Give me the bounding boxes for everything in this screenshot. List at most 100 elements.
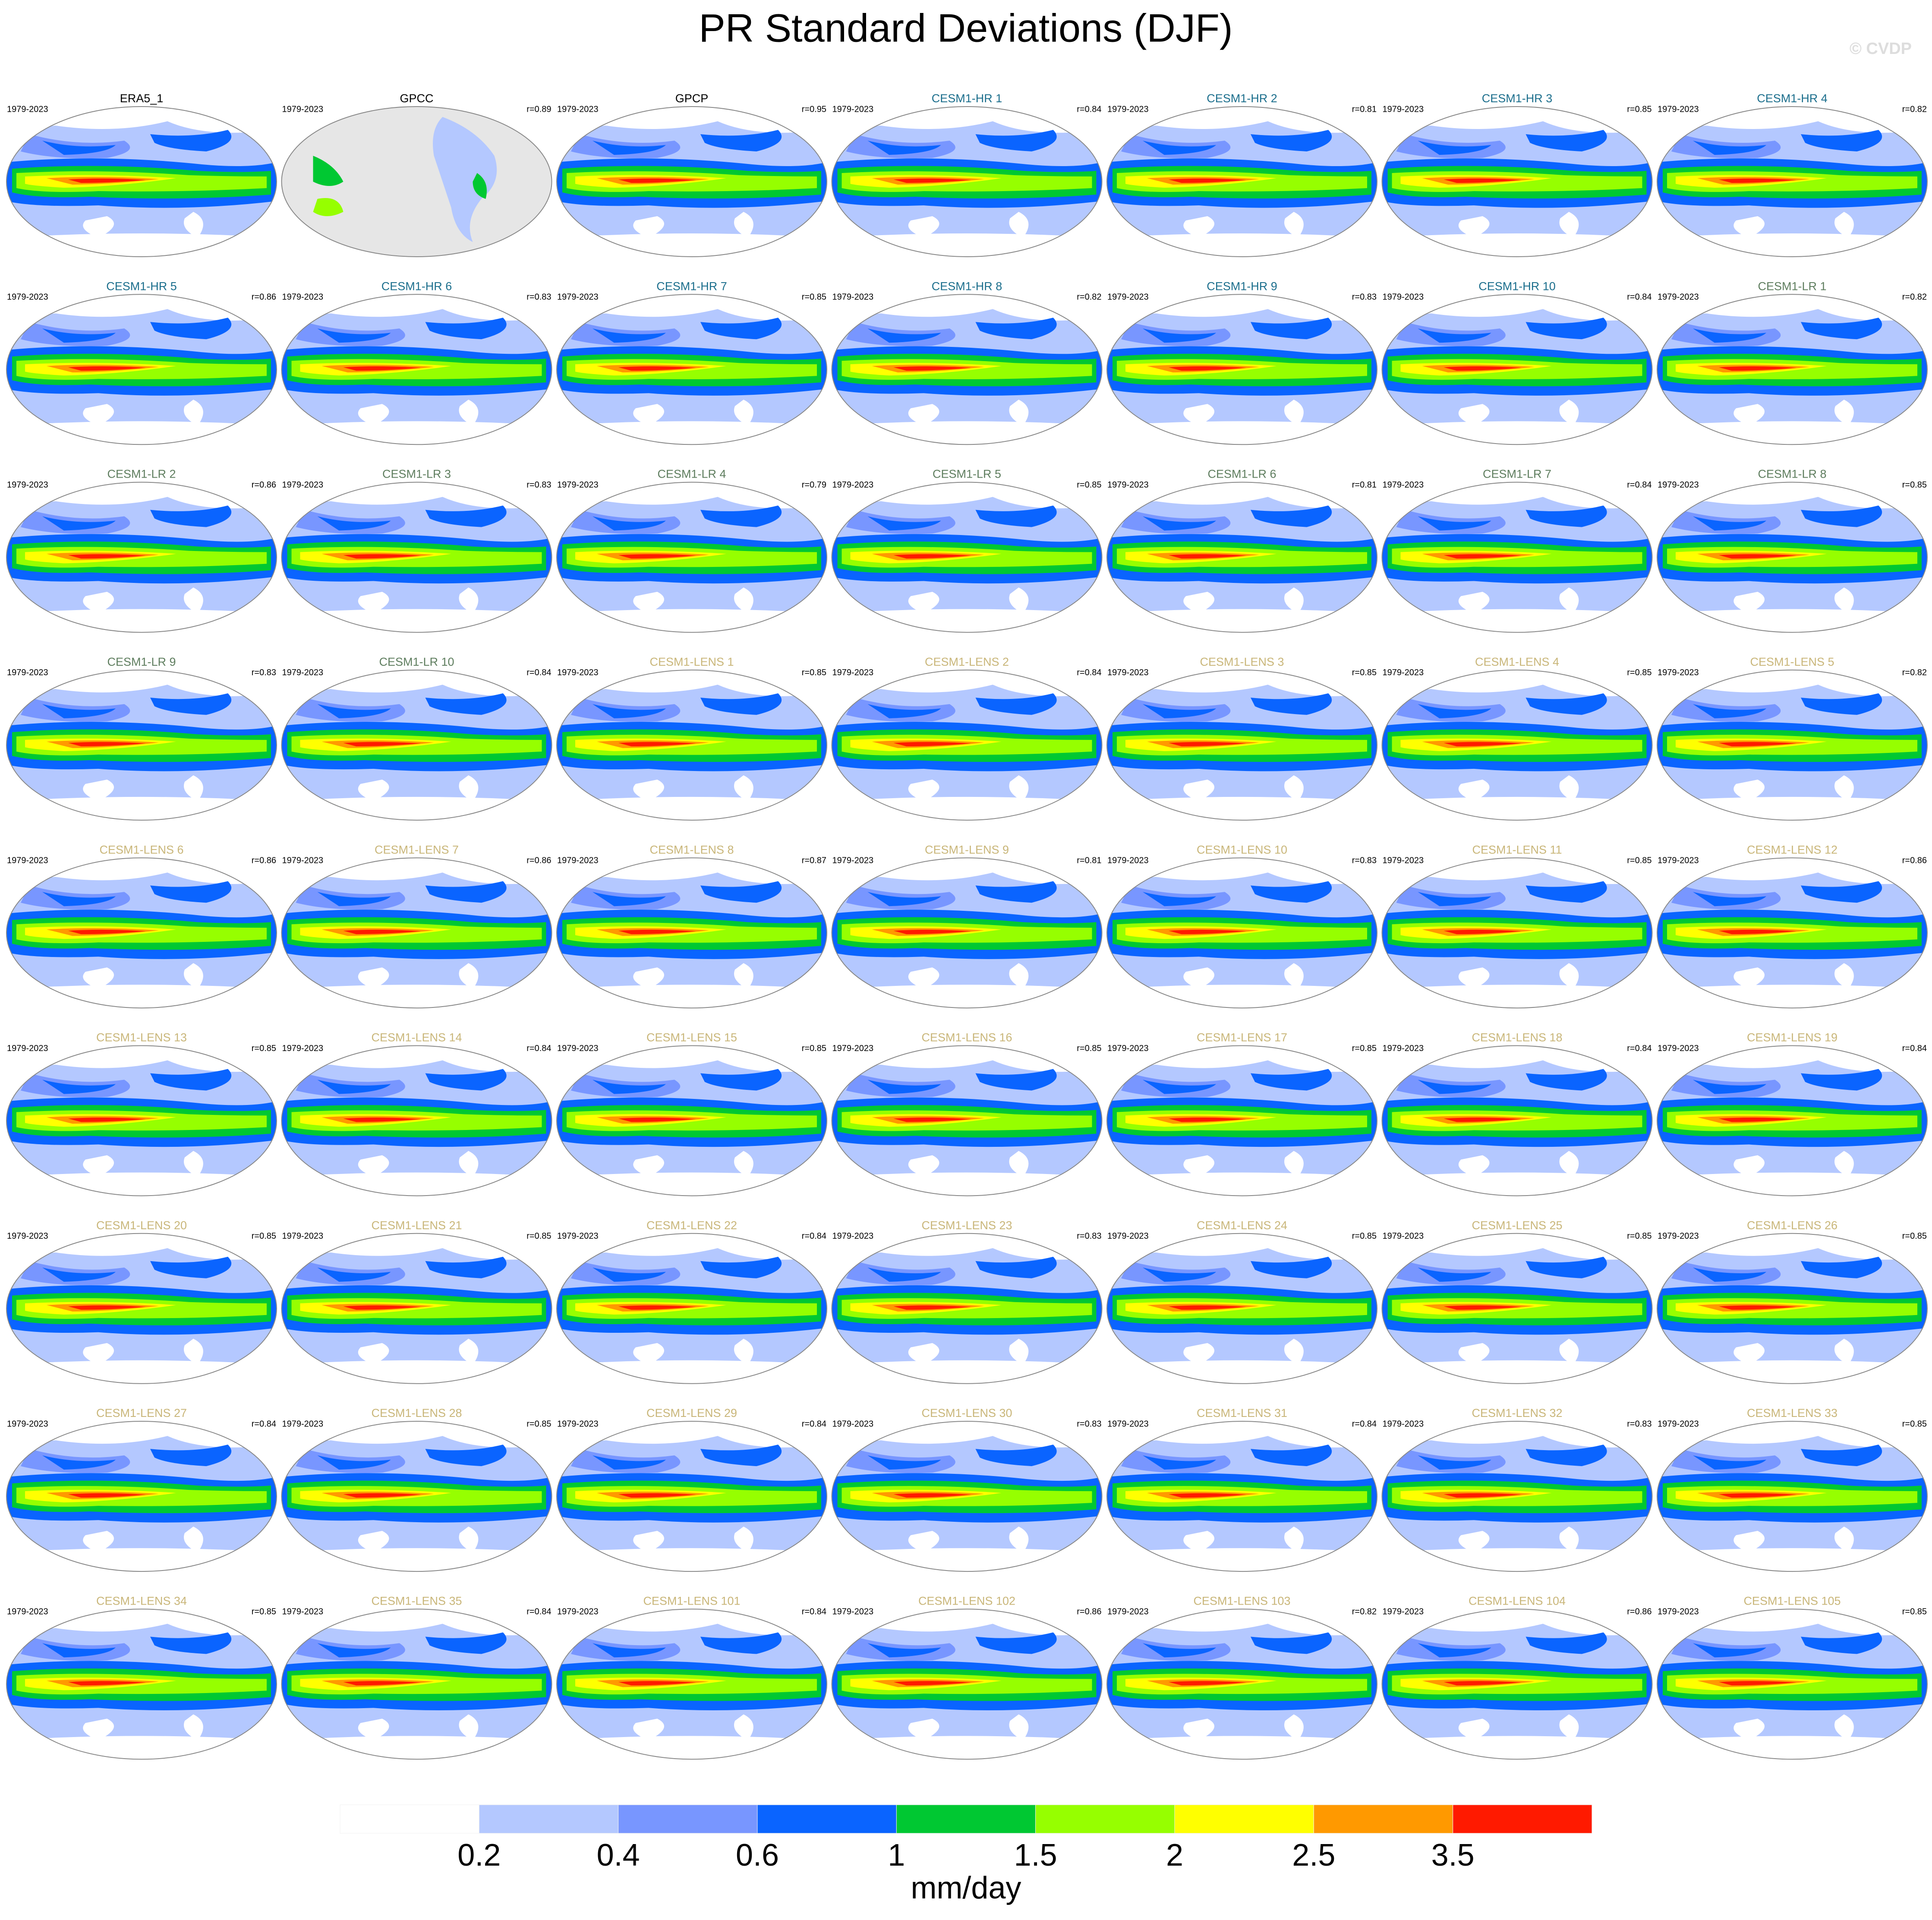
panel-title: CESM1-LENS 1 bbox=[649, 655, 734, 668]
panel-title: CESM1-LENS 2 bbox=[925, 655, 1009, 668]
panel-correlation: r=0.83 bbox=[1352, 856, 1377, 865]
map-panel: 1979-2023 CESM1-HR 5 r=0.86 bbox=[6, 280, 277, 444]
map-field bbox=[1382, 1421, 1652, 1571]
panel-correlation: r=0.85 bbox=[252, 1607, 276, 1617]
map-field bbox=[1382, 670, 1652, 820]
map-panel: 1979-2023 CESM1-LENS 30 r=0.83 bbox=[832, 1407, 1102, 1571]
map-panel: 1979-2023 CESM1-HR 10 r=0.84 bbox=[1382, 280, 1652, 444]
panel-title: CESM1-LENS 10 bbox=[1197, 843, 1287, 856]
panel-title: CESM1-LENS 3 bbox=[1200, 655, 1284, 668]
panel-correlation: r=0.87 bbox=[802, 856, 826, 865]
panel-period: 1979-2023 bbox=[832, 856, 874, 865]
map-panel: 1979-2023 CESM1-LENS 9 r=0.81 bbox=[832, 843, 1102, 1008]
panel-correlation: r=0.83 bbox=[1627, 1419, 1651, 1429]
panel-correlation: r=0.85 bbox=[802, 668, 826, 677]
panel-title: CESM1-HR 10 bbox=[1478, 280, 1556, 293]
panel-title: CESM1-LENS 30 bbox=[921, 1407, 1012, 1420]
panel-title: CESM1-LENS 29 bbox=[646, 1407, 737, 1420]
panel-correlation: r=0.84 bbox=[526, 1607, 551, 1617]
map-panel: 1979-2023 CESM1-LENS 15 r=0.85 bbox=[557, 1031, 827, 1196]
map-field bbox=[6, 1421, 277, 1571]
panel-correlation: r=0.84 bbox=[1627, 480, 1651, 490]
panel-title: CESM1-LENS 24 bbox=[1197, 1219, 1287, 1232]
map-field bbox=[557, 1609, 827, 1759]
colorbar-unit: mm/day bbox=[911, 1871, 1021, 1905]
map-panel: 1979-2023 CESM1-LR 3 r=0.83 bbox=[282, 468, 552, 633]
map-panel: 1979-2023 CESM1-LENS 23 r=0.83 bbox=[832, 1219, 1102, 1384]
panel-title: CESM1-LR 7 bbox=[1483, 468, 1551, 481]
panel-correlation: r=0.89 bbox=[526, 104, 551, 114]
panel-title: CESM1-LENS 26 bbox=[1747, 1219, 1837, 1232]
panel-period: 1979-2023 bbox=[1658, 480, 1699, 490]
panel-title: CESM1-LENS 104 bbox=[1469, 1595, 1566, 1608]
map-panel: 1979-2023 CESM1-LENS 28 r=0.85 bbox=[282, 1407, 552, 1571]
colorbar-box bbox=[340, 1804, 479, 1834]
panel-title: CESM1-HR 9 bbox=[1207, 280, 1277, 293]
panel-title: CESM1-LENS 103 bbox=[1193, 1595, 1290, 1608]
map-panel: 1979-2023 CESM1-LENS 20 r=0.85 bbox=[6, 1219, 277, 1384]
map-field bbox=[557, 107, 827, 257]
colorbar-box bbox=[896, 1804, 1036, 1834]
panel-period: 1979-2023 bbox=[7, 293, 48, 302]
panel-title: CESM1-LENS 23 bbox=[921, 1219, 1012, 1232]
colorbar: 0.2 0.4 0.6 1 1.5 2 2.5 3.5 mm/day bbox=[340, 1804, 1592, 1905]
panel-correlation: r=0.81 bbox=[1352, 480, 1377, 490]
map-field bbox=[1382, 1609, 1652, 1759]
panel-period: 1979-2023 bbox=[7, 1607, 48, 1617]
panel-period: 1979-2023 bbox=[557, 1044, 599, 1053]
colorbar-label: 1 bbox=[888, 1838, 905, 1873]
panel-correlation: r=0.84 bbox=[1627, 1044, 1651, 1053]
map-field bbox=[1382, 1234, 1652, 1384]
map-panel: 1979-2023 CESM1-LENS 34 r=0.85 bbox=[6, 1595, 277, 1759]
panel-correlation: r=0.85 bbox=[802, 1044, 826, 1053]
map-panel: 1979-2023 CESM1-HR 6 r=0.83 bbox=[282, 280, 552, 444]
panel-correlation: r=0.81 bbox=[1077, 856, 1101, 865]
map-panel: 1979-2023 CESM1-LENS 1 r=0.85 bbox=[557, 655, 827, 820]
panel-period: 1979-2023 bbox=[282, 1607, 324, 1617]
panel-title: CESM1-LR 1 bbox=[1758, 280, 1826, 293]
colorbar-label: 1.5 bbox=[1014, 1838, 1057, 1873]
panel-period: 1979-2023 bbox=[1383, 1607, 1424, 1617]
panel-title: CESM1-HR 1 bbox=[932, 92, 1002, 105]
panel-title: CESM1-HR 7 bbox=[656, 280, 727, 293]
map-field bbox=[282, 1609, 552, 1759]
map-field bbox=[832, 670, 1102, 820]
map-field bbox=[1657, 670, 1927, 820]
map-panel: 1979-2023 CESM1-LENS 2 r=0.84 bbox=[832, 655, 1102, 820]
panel-period: 1979-2023 bbox=[557, 293, 599, 302]
map-panel: 1979-2023 CESM1-LR 8 r=0.85 bbox=[1657, 468, 1927, 633]
map-field bbox=[1107, 670, 1377, 820]
map-panel: 1979-2023 CESM1-LENS 5 r=0.82 bbox=[1657, 655, 1927, 820]
map-field bbox=[282, 670, 552, 820]
map-field bbox=[1657, 482, 1927, 633]
panel-title: CESM1-LENS 18 bbox=[1472, 1031, 1562, 1044]
panel-title: CESM1-LENS 13 bbox=[96, 1031, 187, 1044]
map-panel: 1979-2023 GPCC r=0.89 bbox=[282, 92, 552, 257]
panel-correlation: r=0.85 bbox=[252, 1231, 276, 1241]
map-panel: 1979-2023 CESM1-LENS 14 r=0.84 bbox=[282, 1031, 552, 1196]
panel-correlation: r=0.85 bbox=[1352, 1231, 1377, 1241]
panel-correlation: r=0.84 bbox=[1627, 293, 1651, 302]
panel-title: CESM1-LR 2 bbox=[107, 468, 176, 481]
map-field bbox=[557, 482, 827, 633]
panel-title: CESM1-LENS 9 bbox=[925, 843, 1009, 856]
map-panel: 1979-2023 CESM1-LENS 27 r=0.84 bbox=[6, 1407, 277, 1571]
panel-period: 1979-2023 bbox=[282, 668, 324, 677]
panel-correlation: r=0.86 bbox=[252, 856, 276, 865]
map-field bbox=[832, 107, 1102, 257]
panel-correlation: r=0.85 bbox=[1902, 480, 1927, 490]
panel-correlation: r=0.79 bbox=[802, 480, 826, 490]
panel-title: CESM1-LENS 16 bbox=[921, 1031, 1012, 1044]
panel-correlation: r=0.84 bbox=[802, 1231, 826, 1241]
map-field bbox=[1382, 1046, 1652, 1196]
panel-correlation: r=0.83 bbox=[526, 293, 551, 302]
map-panel: 1979-2023 CESM1-LENS 25 r=0.85 bbox=[1382, 1219, 1652, 1384]
panel-period: 1979-2023 bbox=[832, 668, 874, 677]
panel-correlation: r=0.84 bbox=[1902, 1044, 1927, 1053]
map-field bbox=[832, 1421, 1102, 1571]
map-panel: 1979-2023 CESM1-LR 6 r=0.81 bbox=[1107, 468, 1377, 633]
map-panel: 1979-2023 CESM1-LENS 11 r=0.85 bbox=[1382, 843, 1652, 1008]
map-panel: 1979-2023 CESM1-LENS 102 r=0.86 bbox=[832, 1595, 1102, 1759]
